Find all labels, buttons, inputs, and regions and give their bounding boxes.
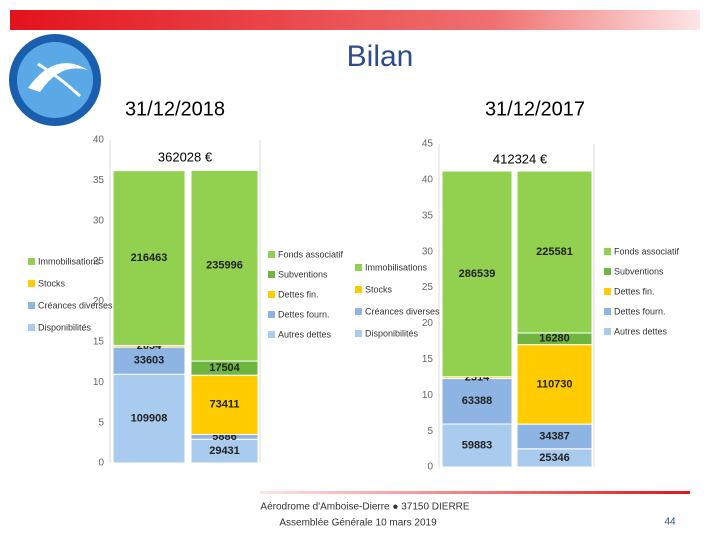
logo <box>9 34 101 126</box>
legend-label: Fonds associatif <box>614 246 680 256</box>
value-label: 110730 <box>536 378 572 390</box>
legend-label: Dettes fourn. <box>278 309 330 319</box>
legend-swatch <box>604 248 611 255</box>
legend-label: Subventions <box>278 269 328 279</box>
y-tick-label: 35 <box>93 175 105 186</box>
bar-segment <box>516 170 593 334</box>
legend-swatch <box>604 328 611 335</box>
legend-swatch <box>28 324 35 331</box>
legend-label: Immobilisations <box>365 262 428 272</box>
legend-label: Dettes fin. <box>614 286 655 296</box>
value-label: 29431 <box>209 445 240 457</box>
legend-label: Disponibilités <box>365 328 419 338</box>
bar-segment <box>516 423 593 450</box>
y-tick-label: 10 <box>422 390 434 401</box>
legend-label: Créances diverses <box>365 306 440 316</box>
chart-title: 31/12/2017 <box>485 98 585 120</box>
y-tick-label: 25 <box>93 256 105 267</box>
legend-swatch <box>268 331 275 338</box>
legend-swatch <box>355 286 362 293</box>
value-label: 286539 <box>459 268 496 280</box>
y-tick-label: 40 <box>422 175 434 186</box>
value-label: 216463 <box>131 252 168 264</box>
y-tick-label: 20 <box>422 318 434 329</box>
value-label: 25346 <box>539 452 570 464</box>
y-tick-label: 45 <box>422 139 434 150</box>
footer-text: Aérodrome d'Amboise-Dierre ● 37150 DIERR… <box>260 502 469 513</box>
legend-swatch <box>268 251 275 258</box>
y-tick-label: 0 <box>98 458 104 469</box>
y-tick-label: 5 <box>427 426 433 437</box>
legend-swatch <box>268 291 275 298</box>
legend-swatch <box>604 308 611 315</box>
legend-label: Créances diverses <box>38 300 113 310</box>
bar-segment <box>441 378 513 425</box>
value-label: 109908 <box>131 413 168 425</box>
page-number: 44 <box>664 517 676 528</box>
legend-swatch <box>268 271 275 278</box>
y-tick-label: 25 <box>422 282 434 293</box>
value-label: 63388 <box>462 395 493 407</box>
bar-segment <box>441 170 513 378</box>
legend-swatch <box>355 330 362 337</box>
value-label: 225581 <box>536 246 573 258</box>
legend-label: Stocks <box>365 284 393 294</box>
legend-label: Fonds associatif <box>278 249 344 259</box>
value-label: 235996 <box>206 260 243 272</box>
bar-segment <box>112 373 186 464</box>
y-tick-label: 35 <box>422 210 434 221</box>
value-label: 17504 <box>209 362 240 374</box>
y-tick-label: 20 <box>93 296 105 307</box>
legend-swatch <box>604 268 611 275</box>
legend-swatch <box>28 280 35 287</box>
legend-swatch <box>355 264 362 271</box>
y-tick-label: 40 <box>93 135 105 146</box>
footer-line <box>260 491 690 494</box>
value-label: 34387 <box>539 430 570 442</box>
y-tick-label: 30 <box>93 215 105 226</box>
footer-text: Assemblée Générale 10 mars 2019 <box>279 518 437 529</box>
legend-swatch <box>268 311 275 318</box>
value-label: 33603 <box>134 355 165 367</box>
y-tick-label: 10 <box>93 377 105 388</box>
header-band <box>10 10 700 30</box>
value-label: 59883 <box>462 439 493 451</box>
y-tick-label: 15 <box>422 354 434 365</box>
bar-segment <box>190 374 259 435</box>
legend-swatch <box>28 302 35 309</box>
legend-swatch <box>604 288 611 295</box>
total-annotation: 362028 € <box>158 149 213 164</box>
legend-label: Subventions <box>614 266 664 276</box>
legend-label: Dettes fin. <box>278 289 319 299</box>
y-tick-label: 5 <box>98 417 104 428</box>
y-tick-label: 15 <box>93 337 105 348</box>
bar-segment <box>190 170 259 362</box>
legend-label: Stocks <box>38 278 66 288</box>
value-label: 73411 <box>210 399 240 411</box>
value-label: 16280 <box>539 333 570 345</box>
legend-label: Autres dettes <box>278 329 332 339</box>
legend-swatch <box>28 258 35 265</box>
legend-label: Dettes fourn. <box>614 306 666 316</box>
legend-label: Immobilisations <box>38 256 101 266</box>
y-tick-label: 30 <box>422 246 434 257</box>
chart-title: 31/12/2018 <box>125 98 225 120</box>
legend-label: Autres dettes <box>614 326 668 336</box>
total-annotation: 412324 € <box>493 151 548 166</box>
legend-label: Disponibilités <box>38 322 92 332</box>
y-tick-label: 0 <box>427 462 433 473</box>
slide-title: Bilan <box>347 40 414 73</box>
bar-segment <box>112 170 186 346</box>
bar-segment <box>441 423 513 468</box>
legend-swatch <box>355 308 362 315</box>
